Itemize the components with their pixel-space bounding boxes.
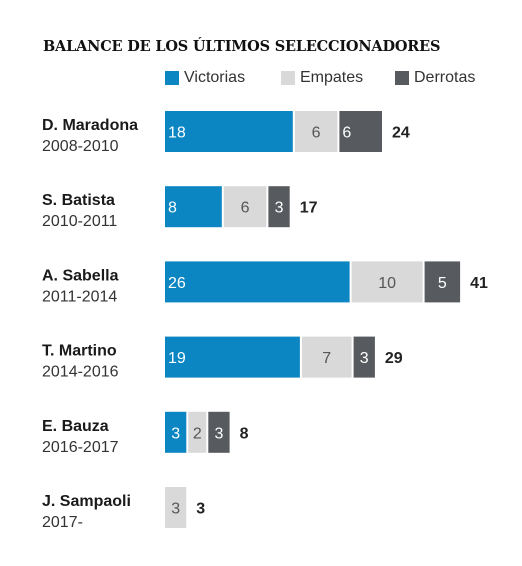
bar-label-victorias-s-batista: 8 [168, 200, 177, 217]
row-years-e-bauza: 2016-2017 [42, 439, 119, 456]
total-label-d-maradona: 24 [392, 125, 410, 142]
bar-empates-a-sabella [351, 261, 423, 303]
total-label-j-sampaoli: 3 [196, 501, 205, 518]
bar-label-victorias-t-martino: 19 [168, 350, 186, 367]
row-years-t-martino: 2014-2016 [42, 364, 119, 381]
row-name-s-batista: S. Batista [42, 192, 115, 209]
bar-empates-e-bauza [188, 411, 207, 453]
total-label-t-martino: 29 [385, 350, 403, 367]
row-years-s-batista: 2010-2011 [42, 213, 117, 230]
total-label-a-sabella: 41 [470, 275, 488, 292]
bar-derrotas-a-sabella [424, 261, 461, 303]
bar-label-victorias-e-bauza: 3 [171, 425, 180, 442]
bar-label-victorias-d-maradona: 18 [168, 125, 186, 142]
bar-label-empates-s-batista: 6 [241, 200, 250, 217]
row-name-t-martino: T. Martino [42, 343, 117, 360]
bar-empates-d-maradona [294, 111, 338, 152]
chart-title: BALANCE DE LOS ÚLTIMOS SELECCIONADORES [43, 38, 441, 55]
total-label-s-batista: 17 [300, 200, 318, 217]
legend-swatch-empates [281, 71, 295, 85]
bar-victorias-d-maradona [165, 111, 293, 152]
row-name-e-bauza: E. Bauza [42, 418, 109, 435]
row-name-d-maradona: D. Maradona [42, 117, 138, 134]
bar-label-empates-j-sampaoli: 3 [171, 501, 180, 518]
legend-swatch-derrotas [395, 71, 409, 85]
row-years-d-maradona: 2008-2010 [42, 138, 119, 155]
total-label-e-bauza: 8 [240, 425, 249, 442]
bar-derrotas-d-maradona [339, 111, 382, 152]
bar-empates-j-sampaoli [165, 487, 187, 528]
bar-empates-t-martino [301, 336, 352, 378]
bar-label-derrotas-a-sabella: 5 [438, 275, 447, 292]
bar-label-empates-e-bauza: 2 [193, 425, 202, 442]
bar-label-derrotas-s-batista: 3 [275, 200, 284, 217]
bar-label-derrotas-t-martino: 3 [360, 350, 369, 367]
bar-derrotas-t-martino [353, 336, 375, 378]
bar-derrotas-s-batista [268, 186, 290, 228]
row-name-a-sabella: A. Sabella [42, 267, 119, 284]
bar-label-derrotas-d-maradona: 6 [342, 125, 351, 142]
bar-label-empates-t-martino: 7 [322, 350, 331, 367]
bar-label-derrotas-e-bauza: 3 [214, 425, 223, 442]
legend-label-victorias: Victorias [184, 69, 246, 86]
bar-victorias-s-batista [165, 186, 222, 228]
bar-empates-s-batista [223, 186, 267, 228]
bar-victorias-e-bauza [165, 411, 187, 453]
legend-label-empates: Empates [300, 69, 364, 86]
legend-swatch-victorias [165, 71, 179, 85]
bar-label-victorias-a-sabella: 26 [168, 275, 186, 292]
bar-victorias-a-sabella [165, 261, 350, 303]
bar-label-empates-d-maradona: 6 [312, 125, 321, 142]
row-name-j-sampaoli: J. Sampaoli [42, 493, 131, 510]
legend-label-derrotas: Derrotas [414, 69, 476, 86]
bar-derrotas-e-bauza [208, 411, 230, 453]
row-years-a-sabella: 2011-2014 [42, 288, 117, 305]
bar-label-empates-a-sabella: 10 [378, 275, 396, 292]
bar-victorias-t-martino [165, 336, 300, 378]
row-years-j-sampaoli: 2017- [42, 514, 83, 531]
